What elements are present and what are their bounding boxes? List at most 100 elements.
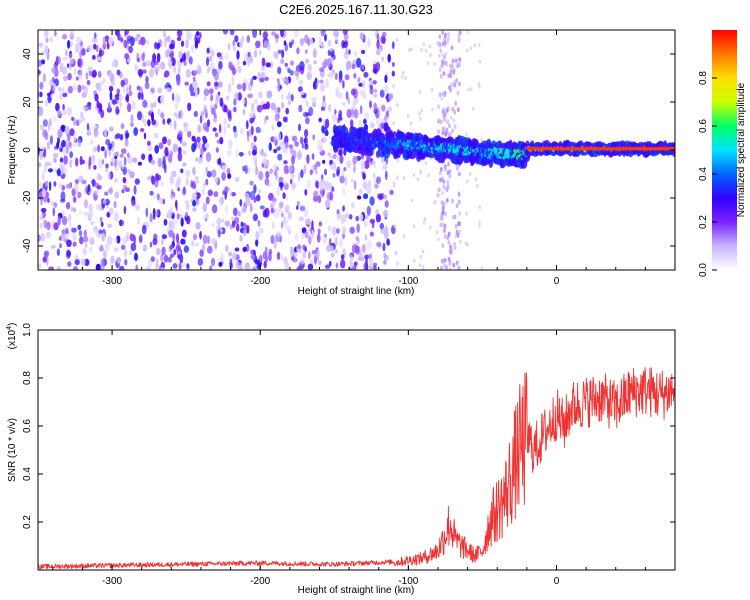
spectrogram-faint-blob bbox=[441, 52, 444, 57]
spectrogram-noise-blob bbox=[119, 133, 124, 141]
spectrogram-noise-blob bbox=[304, 189, 308, 196]
spectrogram-noise-blob bbox=[318, 36, 322, 46]
spectrogram-noise-blob bbox=[369, 218, 375, 224]
spectrogram-noise-blob bbox=[66, 202, 71, 210]
spectrogram-noise-blob bbox=[255, 231, 260, 241]
spectrogram-noise-blob bbox=[73, 83, 77, 91]
spectrogram-noise-blob bbox=[316, 233, 321, 243]
spectrogram-noise-blob bbox=[356, 57, 362, 68]
spectrogram-noise-blob bbox=[53, 181, 57, 187]
spectrogram-noise-blob bbox=[120, 148, 127, 154]
spectrogram-noise-blob bbox=[386, 238, 390, 246]
spectrogram-noise-blob bbox=[78, 229, 83, 237]
spectrogram-faint-blob bbox=[437, 53, 441, 58]
spectrogram-noise-blob bbox=[157, 87, 162, 94]
spectrogram-noise-blob bbox=[248, 150, 252, 157]
spectrogram-noise-blob bbox=[278, 182, 284, 188]
spectrogram-noise-blob bbox=[157, 157, 162, 168]
y-tick-label: -20 bbox=[22, 190, 33, 205]
spectrogram-noise-blob bbox=[291, 182, 295, 187]
spectrogram-faint-blob bbox=[396, 158, 400, 163]
spectrogram-noise-blob bbox=[102, 199, 107, 205]
spectrogram-streak-blob bbox=[453, 82, 457, 88]
spectrogram-noise-blob bbox=[175, 73, 181, 82]
spectrogram-noise-blob bbox=[298, 86, 303, 93]
spectrogram-noise-blob bbox=[221, 165, 227, 172]
spectrogram-noise-blob bbox=[325, 264, 331, 269]
spectrogram-noise-blob bbox=[174, 103, 179, 110]
spectrogram-noise-blob bbox=[391, 70, 395, 77]
spectrogram-noise-blob bbox=[74, 259, 80, 266]
spectrogram-noise-blob bbox=[203, 88, 210, 97]
spectrogram-noise-blob bbox=[221, 171, 226, 181]
spectrogram-noise-blob bbox=[287, 211, 292, 220]
snr-multiplier-base: (x10 bbox=[7, 329, 18, 349]
spectrogram-noise-blob bbox=[194, 242, 200, 247]
spectrogram-noise-blob bbox=[319, 145, 323, 153]
spectrogram-noise-blob bbox=[274, 34, 279, 40]
spectrogram-noise-blob bbox=[92, 54, 96, 60]
spectrogram-noise-blob bbox=[123, 156, 127, 166]
spectrogram-noise-blob bbox=[44, 44, 49, 54]
spectrogram-noise-blob bbox=[144, 221, 149, 227]
spectrogram-noise-blob bbox=[254, 40, 261, 49]
spectrogram-noise-blob bbox=[185, 68, 191, 78]
snr-y-ticks: 0.2 0.4 0.6 0.8 1.0 bbox=[22, 323, 675, 529]
spectrogram-streak-blob bbox=[446, 170, 450, 176]
y-tick-label: 0.6 bbox=[22, 419, 33, 433]
spectrogram-noise-blob bbox=[111, 147, 115, 152]
spectrogram-noise-blob bbox=[157, 108, 161, 116]
spectrogram-noise-blob bbox=[320, 83, 325, 92]
spectrogram-noise-blob bbox=[361, 80, 366, 89]
spectrogram-noise-blob bbox=[312, 48, 317, 59]
spectrogram-noise-blob bbox=[385, 170, 388, 181]
spectrogram-streak-blob bbox=[456, 232, 460, 238]
spectrogram-noise-blob bbox=[144, 82, 150, 90]
spectrogram-noise-blob bbox=[149, 190, 154, 196]
spectrogram-noise-blob bbox=[392, 62, 395, 67]
spectrogram-noise-blob bbox=[242, 60, 247, 66]
spectrogram-noise-blob bbox=[259, 49, 262, 56]
spectrogram-noise-blob bbox=[270, 208, 275, 214]
spectrogram-noise-blob bbox=[98, 229, 103, 235]
spectrogram-streak-blob bbox=[455, 260, 459, 266]
spectrogram-noise-blob bbox=[332, 153, 337, 160]
spectrogram-noise-blob bbox=[280, 93, 284, 101]
spectrogram-noise-blob bbox=[381, 104, 386, 112]
spectrogram-noise-blob bbox=[361, 64, 365, 71]
spectrogram-streak-blob bbox=[441, 41, 445, 46]
spectrogram-noise-blob bbox=[261, 57, 266, 67]
spectrogram-noise-blob bbox=[89, 246, 93, 253]
spectrogram-noise-blob bbox=[207, 189, 213, 197]
spectrogram-noise-blob bbox=[150, 159, 156, 165]
spectrogram-noise-blob bbox=[375, 213, 381, 223]
spectrogram-noise-blob bbox=[149, 241, 153, 248]
spectrogram-noise-blob bbox=[218, 60, 223, 70]
spectrogram-noise-blob bbox=[152, 191, 156, 200]
spectrogram-noise-blob bbox=[135, 204, 140, 211]
spectrogram-noise-blob bbox=[372, 172, 376, 180]
spectrogram-noise-blob bbox=[48, 181, 52, 192]
spectrogram-noise-blob bbox=[68, 58, 75, 65]
spectrogram-noise-blob bbox=[53, 202, 58, 208]
spectrogram-noise-blob bbox=[242, 82, 247, 92]
spectrogram-noise-blob bbox=[72, 142, 78, 148]
spectrogram-noise-blob bbox=[67, 261, 72, 267]
spectrogram-noise-blob bbox=[277, 49, 282, 54]
spectrogram-noise-blob bbox=[116, 69, 121, 76]
spectrogram-noise-blob bbox=[336, 166, 341, 175]
spectrogram-noise-blob bbox=[253, 50, 258, 58]
spectrogram-noise-blob bbox=[276, 231, 282, 237]
spectrogram-noise-blob bbox=[213, 71, 219, 81]
spectrogram-noise-blob bbox=[123, 39, 128, 49]
spectrogram-streak-blob bbox=[445, 198, 449, 203]
spectrogram-noise-blob bbox=[169, 150, 174, 157]
spectrogram-faint-blob bbox=[441, 191, 444, 196]
spectrogram-noise-blob bbox=[142, 99, 148, 108]
spectrogram-noise-blob bbox=[338, 110, 343, 118]
spectrogram-noise-blob bbox=[100, 146, 105, 152]
spectrogram-noise-blob bbox=[239, 128, 244, 135]
spectrogram-noise-blob bbox=[270, 102, 276, 111]
spectrogram-noise-blob bbox=[92, 37, 98, 43]
spectrogram-noise-blob bbox=[322, 235, 328, 245]
